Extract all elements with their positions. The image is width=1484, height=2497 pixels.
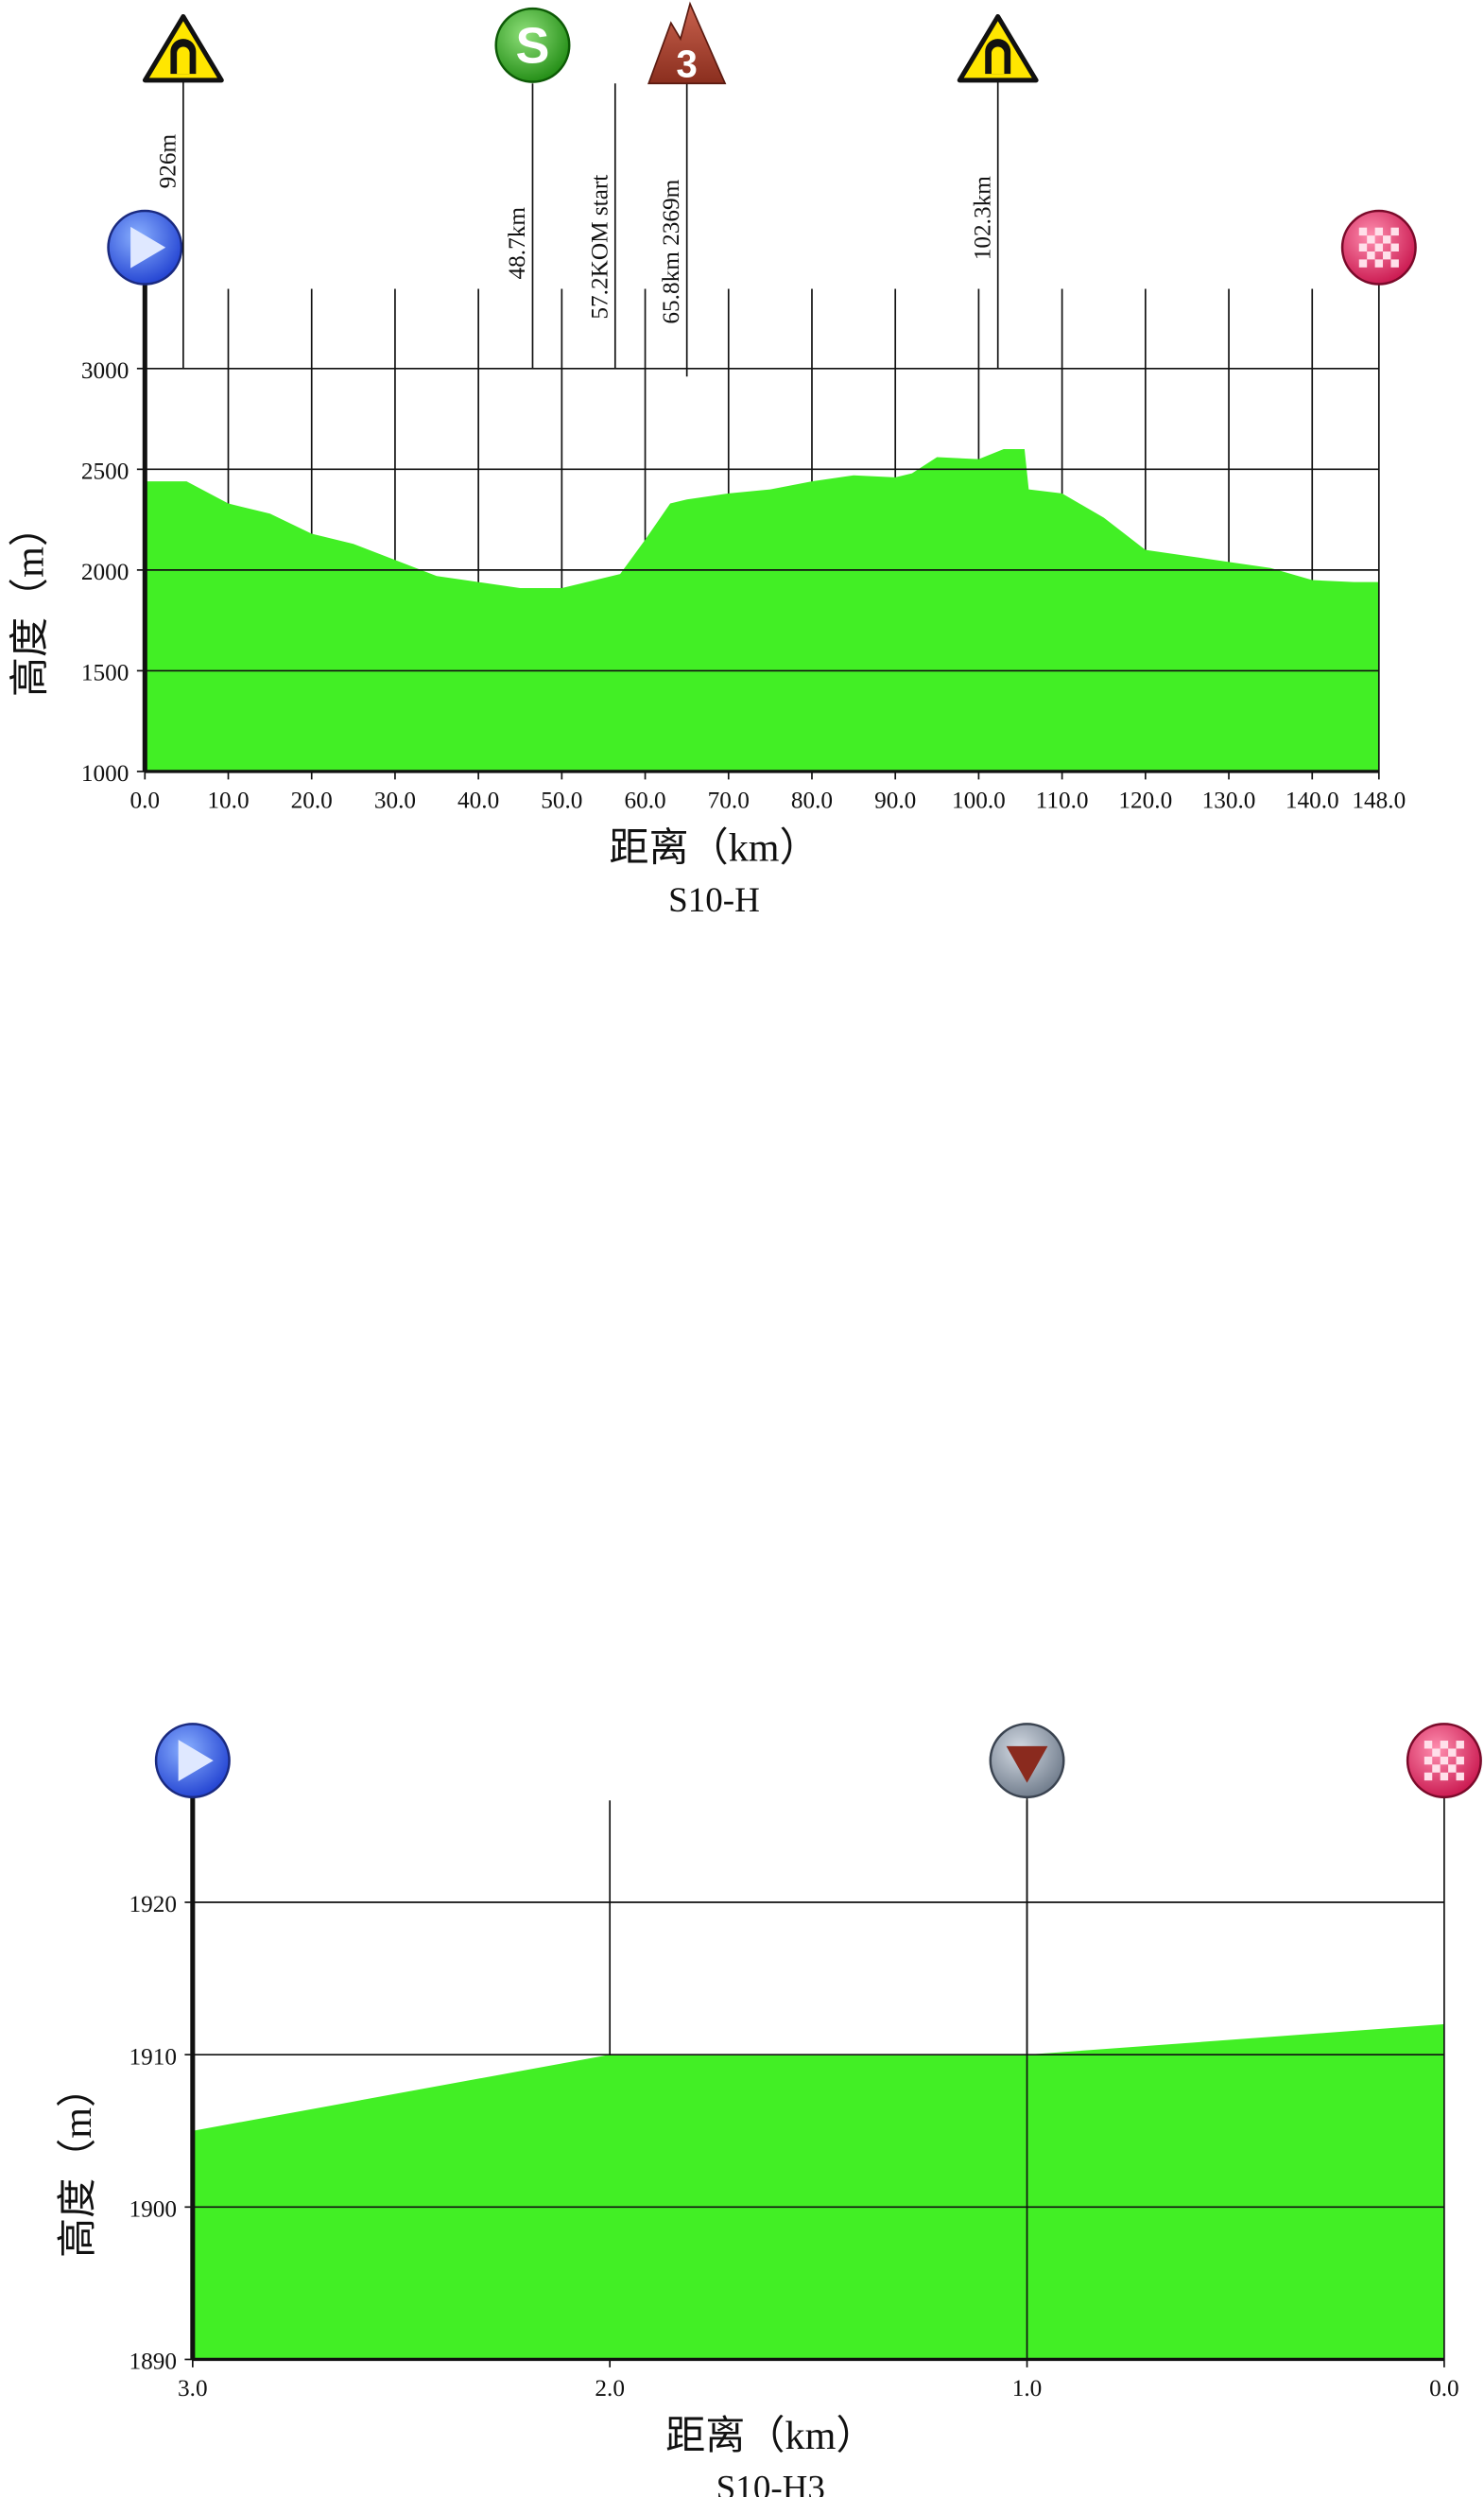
finish-icon-check	[1374, 259, 1384, 268]
x-tick-label: 148.0	[1352, 788, 1406, 814]
finish-icon-check	[1374, 227, 1384, 236]
finish-icon-check	[1424, 1772, 1433, 1781]
x-tick-label: 0.0	[1429, 2375, 1459, 2402]
kom-icon	[647, 1, 727, 85]
finish-icon-check	[1448, 1748, 1457, 1757]
sprint-icon-text: S	[515, 17, 549, 74]
x-tick-label: 0.0	[130, 788, 161, 814]
y-tick-label: 1500	[81, 660, 129, 686]
y-tick-label: 2000	[81, 559, 129, 585]
y-tick-label: 3000	[81, 357, 129, 384]
x-tick-label: 140.0	[1286, 788, 1339, 814]
finish-icon-check	[1424, 1756, 1433, 1765]
elevation-area	[145, 449, 1379, 772]
marker-label: 102.3km	[969, 176, 995, 260]
x-tick-label: 50.0	[541, 788, 582, 814]
marker-label: 48.7km	[504, 207, 530, 280]
x-tick-label: 130.0	[1202, 788, 1256, 814]
x-tick-label: 1.0	[1012, 2375, 1043, 2402]
x-axis-title: 距离（km）	[665, 2414, 875, 2458]
profile-chart: 1890 1900 1910 1920 3.0 2.0 1.0 0.0 距离（km） S10-H3…	[56, 1723, 1482, 2497]
y-axis-title: 高度（m）	[56, 2068, 100, 2258]
finish-icon-check	[1448, 1764, 1457, 1773]
x-tick-label: 20.0	[291, 788, 333, 814]
marker-label: 926m	[154, 134, 181, 189]
finish-icon-check	[1390, 243, 1399, 251]
y-tick-label: 1000	[81, 760, 129, 787]
x-tick-label: 100.0	[952, 788, 1006, 814]
finish-icon-check	[1358, 227, 1368, 236]
x-tick-label: 70.0	[708, 788, 750, 814]
finish-icon-check	[1390, 227, 1399, 236]
finish-icon-check	[1367, 235, 1375, 244]
finish-icon-check	[1432, 1764, 1441, 1773]
y-tick-label: 1890	[129, 2349, 177, 2375]
finish-icon-check	[1383, 251, 1391, 260]
marker-label: 57.2KOM start	[586, 175, 613, 320]
finish-icon-check	[1456, 1741, 1464, 1749]
finish-icon-check	[1456, 1756, 1464, 1765]
finish-icon-check	[1440, 1772, 1449, 1781]
x-tick-label: 60.0	[624, 788, 665, 814]
y-tick-label: 2500	[81, 458, 129, 484]
y-tick-label: 1900	[129, 2195, 177, 2222]
kom-icon-text: 3	[676, 43, 697, 86]
x-tick-label: 2.0	[595, 2375, 625, 2402]
finish-icon-check	[1440, 1756, 1449, 1765]
x-tick-label: 120.0	[1118, 788, 1172, 814]
finish-icon-check	[1383, 235, 1391, 244]
x-tick-label: 110.0	[1036, 788, 1089, 814]
x-axis-title: 距离（km）	[609, 825, 819, 870]
x-tick-label: 80.0	[791, 788, 833, 814]
x-tick-label: 30.0	[374, 788, 416, 814]
y-axis-title: 高度（m）	[8, 507, 52, 697]
sprint-icon	[494, 7, 571, 83]
finish-icon-check	[1424, 1741, 1433, 1749]
tunnel-icon-hole	[991, 46, 1005, 75]
finish-icon-check	[1358, 243, 1368, 251]
finish-icon-check	[1358, 259, 1368, 268]
finish-icon-check	[1432, 1748, 1441, 1757]
x-tick-label: 3.0	[178, 2375, 208, 2402]
y-tick-label: 1910	[129, 2043, 177, 2070]
marker-label: 65.8km 2369m	[658, 179, 684, 323]
chart-caption: S10-H	[668, 881, 760, 920]
tunnel-icon-hole	[177, 46, 190, 75]
finish-icon-check	[1374, 243, 1384, 251]
start-icon-arrow	[130, 226, 166, 269]
y-tick-label: 1920	[129, 1891, 177, 1917]
finish-icon-check	[1456, 1772, 1464, 1781]
chart-caption: S10-H3	[716, 2470, 825, 2497]
finish-icon-check	[1367, 251, 1375, 260]
descent-icon-arrow	[1006, 1745, 1048, 1783]
profile-chart: 1000 1500 2000 2500 3000 0.0 10.0 20.0 30.0 40.0 5…	[8, 1, 1417, 920]
x-tick-label: 40.0	[457, 788, 499, 814]
x-tick-label: 10.0	[207, 788, 249, 814]
x-tick-label: 90.0	[874, 788, 916, 814]
finish-icon-check	[1390, 259, 1399, 268]
finish-icon-check	[1440, 1741, 1449, 1749]
start-icon-arrow	[178, 1740, 214, 1781]
elevation-area	[192, 2023, 1444, 2360]
